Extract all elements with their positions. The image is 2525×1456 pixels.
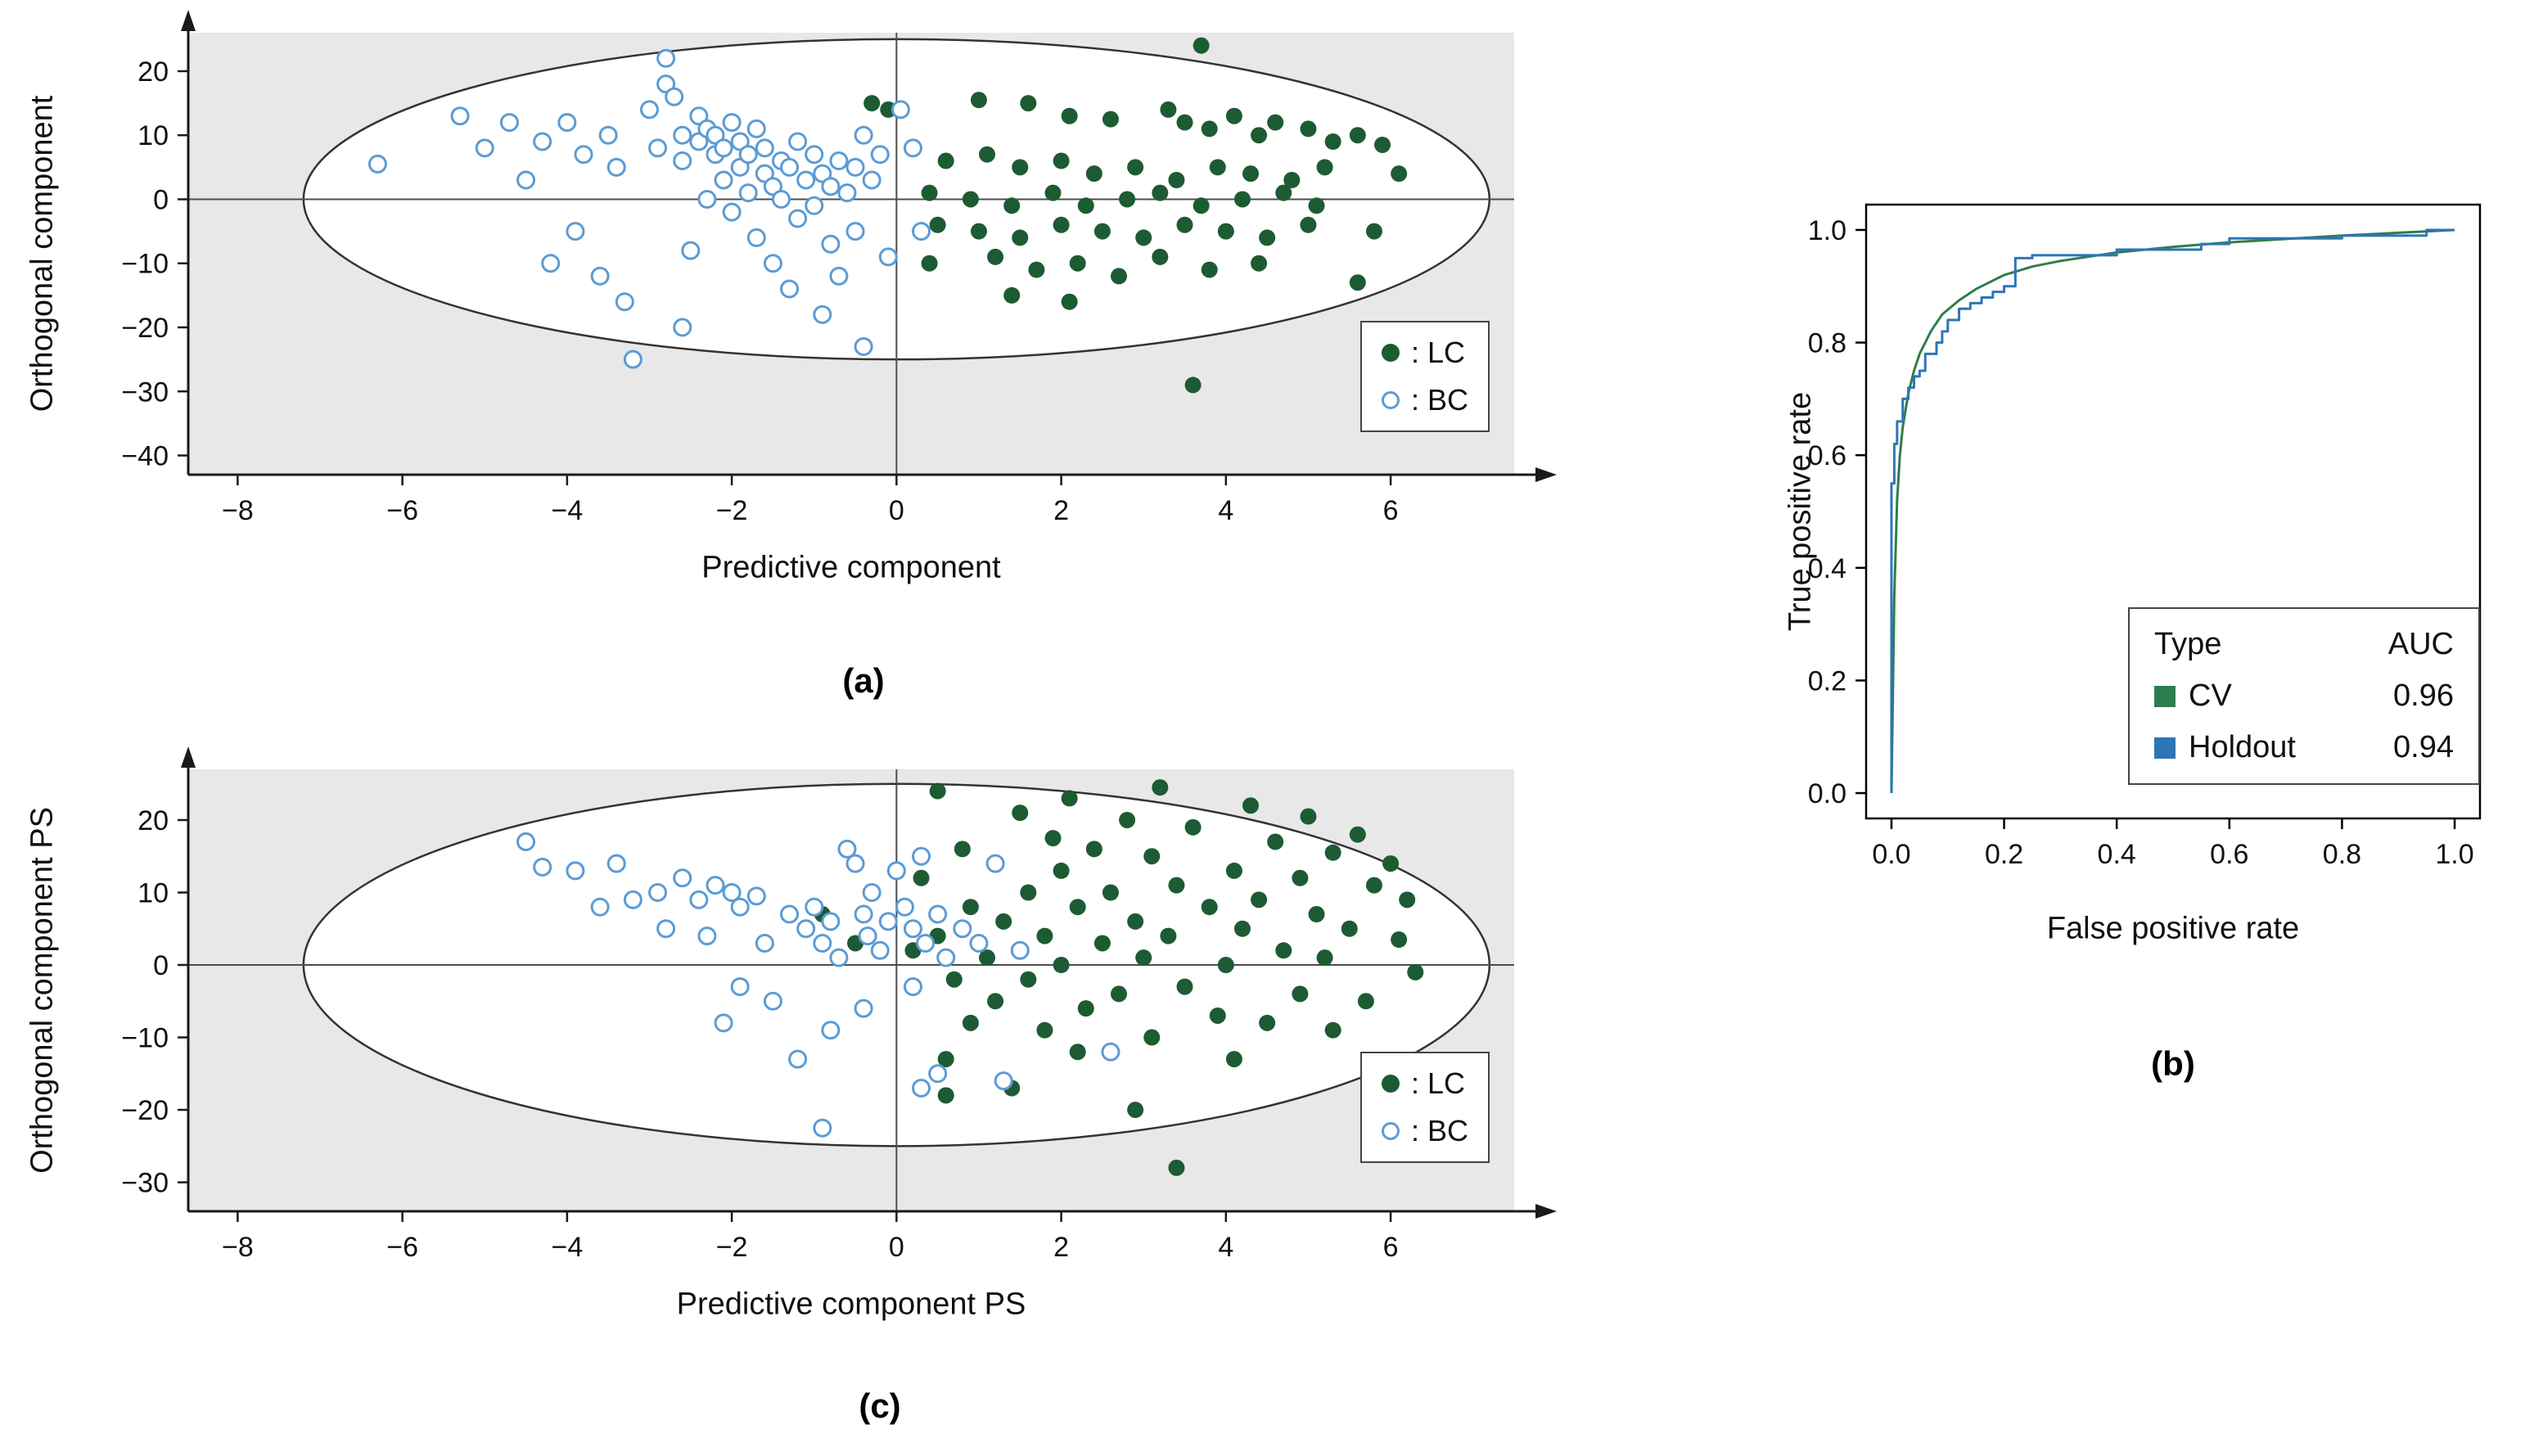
svg-text:0.8: 0.8 [2323, 839, 2361, 870]
caption-c: (c) [859, 1386, 901, 1425]
legend-row-bc-c: : BC [1382, 1114, 1468, 1148]
svg-text:0: 0 [153, 950, 169, 981]
svg-text:4: 4 [1218, 1232, 1233, 1263]
svg-text:1.0: 1.0 [1808, 215, 1846, 246]
legend-type-header: Type [2154, 627, 2222, 661]
svg-text:0.4: 0.4 [1808, 553, 1846, 584]
svg-text:10: 10 [138, 120, 169, 151]
svg-text:6: 6 [1383, 1232, 1399, 1263]
holdout-auc-value: 0.94 [2393, 730, 2454, 764]
svg-text:−10: −10 [121, 249, 169, 280]
svg-text:0: 0 [889, 1232, 904, 1263]
svg-text:1.0: 1.0 [2435, 839, 2473, 870]
svg-text:0: 0 [153, 184, 169, 215]
cv-label: CV [2189, 678, 2232, 713]
svg-text:0: 0 [889, 495, 904, 526]
cv-auc-value: 0.96 [2393, 678, 2454, 713]
svg-text:4: 4 [1218, 495, 1233, 526]
svg-text:−4: −4 [551, 1232, 583, 1263]
holdout-label: Holdout [2189, 730, 2296, 764]
y-axis-label-c: Orthogonal component PS [25, 807, 60, 1174]
bc-marker-icon [1382, 1122, 1400, 1140]
legend-row-bc-a: : BC [1382, 383, 1468, 417]
svg-text:0.2: 0.2 [1985, 839, 2023, 870]
svg-text:−8: −8 [222, 1232, 254, 1263]
svg-text:0.2: 0.2 [1808, 665, 1846, 696]
svg-text:0.4: 0.4 [2098, 839, 2136, 870]
legend-label-lc-c: : LC [1411, 1066, 1466, 1100]
svg-text:−30: −30 [121, 1168, 169, 1199]
svg-text:−6: −6 [386, 1232, 418, 1263]
x-axis-label-a: Predictive component [701, 550, 1001, 585]
svg-text:20: 20 [138, 805, 169, 836]
svg-text:10: 10 [138, 877, 169, 908]
legend-auc-header: AUC [2387, 627, 2454, 661]
lc-marker-icon [1382, 344, 1400, 362]
svg-text:−20: −20 [121, 1095, 169, 1126]
legend-label-bc-c: : BC [1411, 1114, 1469, 1147]
legend-row-lc-a: : LC [1382, 336, 1468, 370]
roc-legend-row-holdout: Holdout 0.94 [2154, 730, 2454, 765]
legend-label-bc-a: : BC [1411, 383, 1469, 417]
svg-text:0.0: 0.0 [1808, 778, 1846, 809]
roc-legend-row-cv: CV 0.96 [2154, 678, 2454, 714]
svg-text:−6: −6 [386, 495, 418, 526]
svg-text:2: 2 [1053, 1232, 1069, 1263]
legend-label-lc-a: : LC [1411, 336, 1466, 369]
svg-text:0.6: 0.6 [2210, 839, 2248, 870]
svg-text:−4: −4 [551, 495, 583, 526]
svg-text:−8: −8 [222, 495, 254, 526]
svg-text:−20: −20 [121, 313, 169, 344]
y-axis-label-a: Orthogonal component [25, 95, 60, 412]
cv-marker-icon [2154, 685, 2176, 707]
svg-text:2: 2 [1053, 495, 1069, 526]
svg-text:−30: −30 [121, 376, 169, 408]
roc-legend-header: Type AUC [2154, 627, 2454, 662]
svg-text:0.6: 0.6 [1808, 440, 1846, 471]
legend-c: : LC : BC [1360, 1052, 1490, 1163]
caption-a: (a) [842, 661, 885, 700]
bc-marker-icon [1382, 391, 1400, 409]
legend-a: : LC : BC [1360, 321, 1490, 432]
caption-b: (b) [2151, 1044, 2195, 1083]
svg-text:6: 6 [1383, 495, 1399, 526]
svg-text:−2: −2 [716, 495, 748, 526]
x-axis-label-b: False positive rate [2046, 911, 2300, 946]
svg-text:0.0: 0.0 [1872, 839, 1910, 870]
svg-text:−40: −40 [121, 441, 169, 472]
x-axis-label-c: Predictive component PS [676, 1287, 1026, 1322]
svg-text:−2: −2 [716, 1232, 748, 1263]
holdout-marker-icon [2154, 737, 2176, 759]
lc-marker-icon [1382, 1075, 1400, 1093]
svg-text:20: 20 [138, 56, 169, 88]
legend-row-lc-c: : LC [1382, 1066, 1468, 1101]
svg-text:0.8: 0.8 [1808, 328, 1846, 359]
svg-text:−10: −10 [121, 1023, 169, 1054]
roc-legend: Type AUC CV 0.96 Holdout 0.94 [2128, 607, 2480, 785]
